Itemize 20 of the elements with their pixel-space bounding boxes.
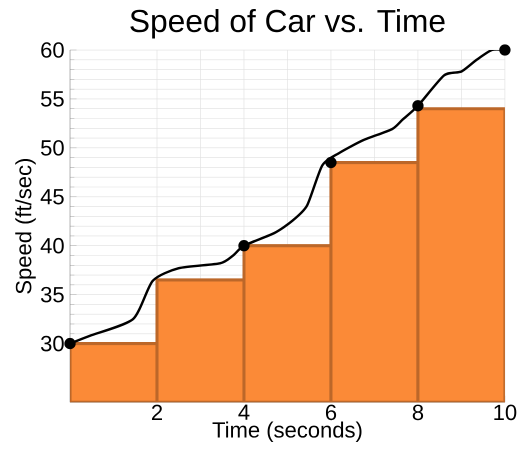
y-tick-label: 30 [40, 336, 64, 352]
point [64, 338, 76, 350]
y-tick-label: 50 [41, 140, 64, 156]
y-tick-label: 60 [41, 42, 64, 58]
y-tick-label: 45 [40, 189, 64, 205]
point [325, 156, 337, 168]
x-axis-title: Time (seconds) [212, 422, 362, 442]
y-tick-label: 35 [40, 286, 64, 303]
x-tick-label: 2 [152, 404, 162, 420]
y-axis-title: Speed (ft/sec) [15, 159, 36, 294]
point [238, 240, 250, 252]
x-tick-label: 6 [326, 404, 336, 420]
chart-title: Speed of Car vs. Time [130, 9, 445, 39]
x-tick-label: 4 [238, 404, 250, 420]
x-tick-label: 8 [412, 404, 424, 420]
x-tick-label: 10 [494, 404, 516, 420]
y-tick-label: 40 [40, 238, 64, 254]
point [499, 44, 511, 56]
point [412, 100, 424, 112]
y-tick-label: 55 [41, 91, 64, 107]
